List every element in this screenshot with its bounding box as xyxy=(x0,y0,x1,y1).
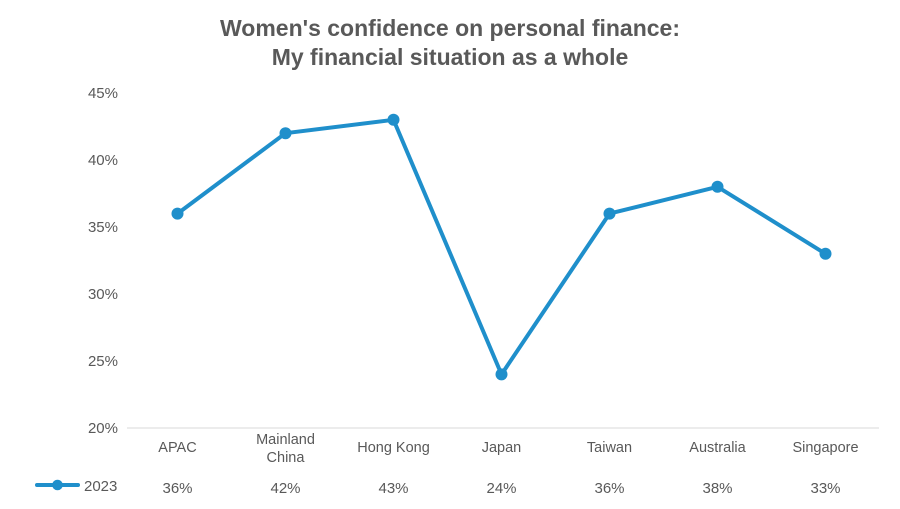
svg-text:40%: 40% xyxy=(88,152,118,169)
svg-text:Mainland: Mainland xyxy=(256,432,315,448)
svg-text:36%: 36% xyxy=(594,480,624,497)
svg-text:42%: 42% xyxy=(270,480,300,497)
svg-text:35%: 35% xyxy=(88,219,118,236)
svg-text:30%: 30% xyxy=(88,286,118,303)
svg-text:Japan: Japan xyxy=(482,440,522,456)
svg-text:25%: 25% xyxy=(88,353,118,370)
svg-text:Hong Kong: Hong Kong xyxy=(357,440,430,456)
svg-text:33%: 33% xyxy=(810,480,840,497)
svg-text:24%: 24% xyxy=(486,480,516,497)
svg-text:Singapore: Singapore xyxy=(792,440,858,456)
svg-text:45%: 45% xyxy=(88,85,118,102)
svg-text:38%: 38% xyxy=(702,480,732,497)
svg-text:36%: 36% xyxy=(162,480,192,497)
svg-text:China: China xyxy=(267,450,306,466)
svg-text:43%: 43% xyxy=(378,480,408,497)
svg-text:APAC: APAC xyxy=(158,440,196,456)
svg-text:Australia: Australia xyxy=(689,440,746,456)
svg-text:Taiwan: Taiwan xyxy=(587,440,632,456)
svg-text:20%: 20% xyxy=(88,420,118,437)
svg-text:2023: 2023 xyxy=(84,478,117,495)
